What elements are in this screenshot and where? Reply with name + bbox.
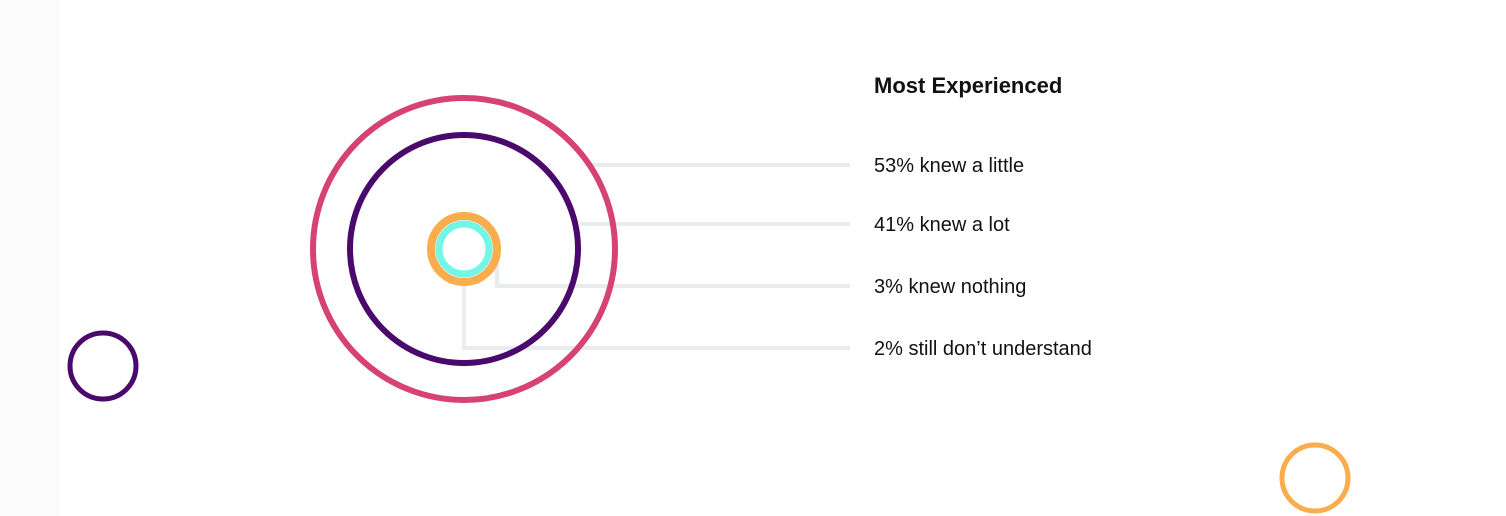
leader-line-3 xyxy=(462,280,850,350)
legend-label-still-dont-understand: 2% still don’t understand xyxy=(874,338,1092,360)
ring-still-don-t-understand xyxy=(435,220,493,278)
ring-knew-a-little xyxy=(310,95,618,403)
decor-circle-purple xyxy=(67,330,139,402)
leader-line-2 xyxy=(495,265,850,288)
legend-label-knew-a-lot: 41% knew a lot xyxy=(874,214,1010,236)
background-band xyxy=(0,0,60,516)
decor-circle-orange xyxy=(1279,442,1351,514)
ring-knew-a-lot xyxy=(347,132,581,366)
chart-title: Most Experienced xyxy=(874,73,1063,98)
legend-label-knew-a-little: 53% knew a little xyxy=(874,155,1025,177)
legend-label-knew-nothing: 3% knew nothing xyxy=(874,276,1027,298)
ring-knew-nothing xyxy=(427,212,501,286)
